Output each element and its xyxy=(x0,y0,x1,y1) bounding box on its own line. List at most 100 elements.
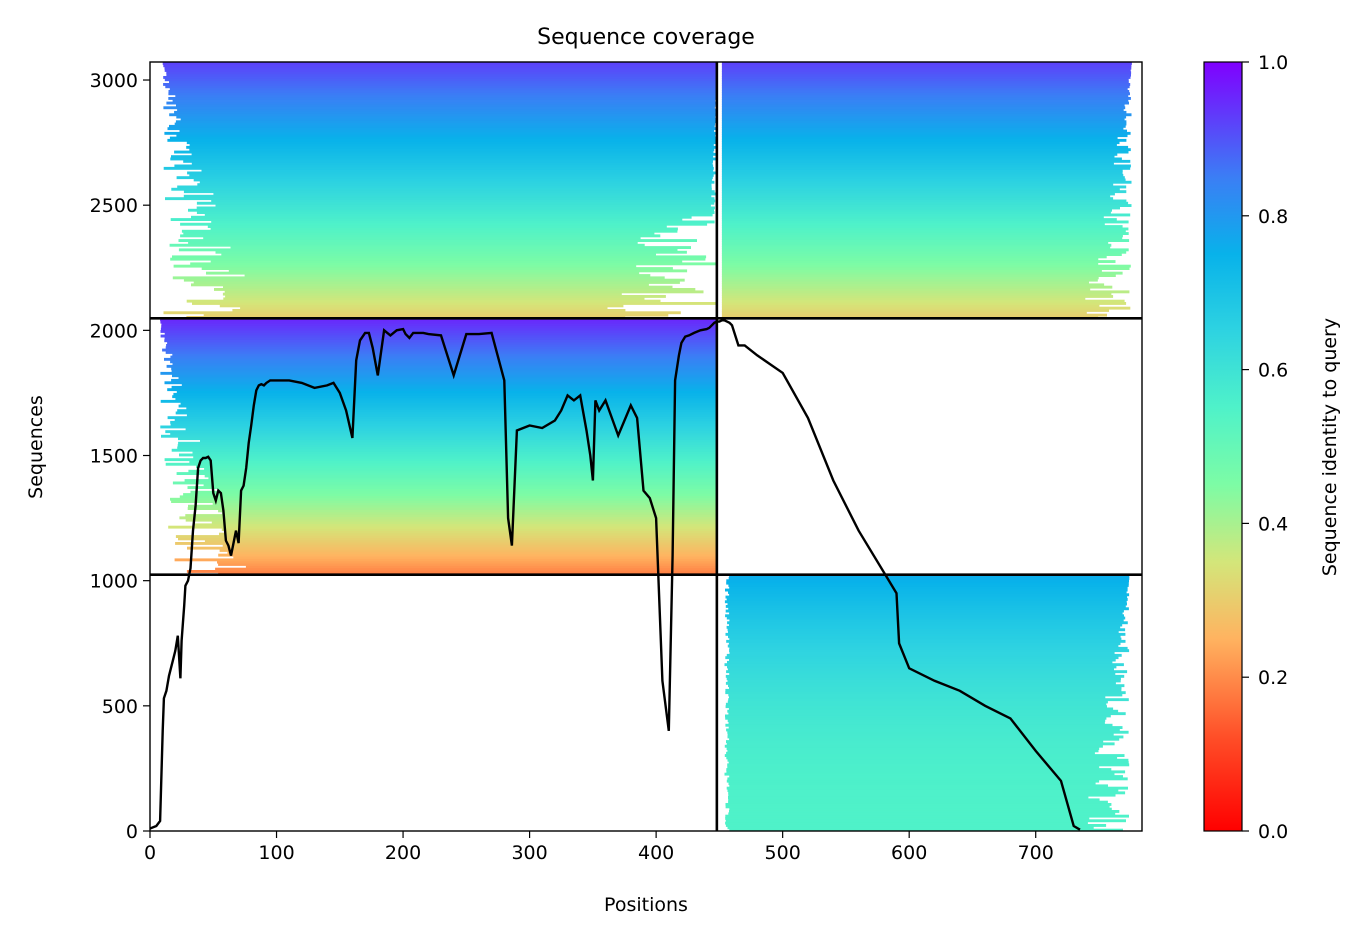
heatmap-row xyxy=(721,269,1102,273)
heatmap-row xyxy=(176,134,716,138)
coverage-line xyxy=(150,319,1081,831)
heatmap-row xyxy=(164,357,717,361)
heatmap-row xyxy=(185,518,717,522)
heatmap-row xyxy=(728,577,1130,580)
heatmap-row xyxy=(232,309,626,312)
heatmap-row xyxy=(727,709,1119,713)
plot-frame xyxy=(149,61,1143,832)
heatmap-row xyxy=(176,103,716,107)
heatmap-row xyxy=(721,271,1123,275)
heatmap-row xyxy=(218,553,717,557)
heatmap-row xyxy=(727,602,1127,606)
x-tick-label: 100 xyxy=(258,842,294,864)
heatmap-row xyxy=(180,234,661,238)
heatmap-row xyxy=(726,786,1128,790)
heatmap-row xyxy=(729,658,1116,662)
heatmap-row xyxy=(160,330,717,333)
heatmap-row xyxy=(728,607,1129,611)
heatmap-row xyxy=(175,94,716,98)
y-tick-label: 1000 xyxy=(90,571,138,593)
heatmap-row xyxy=(170,355,717,359)
heatmap-row xyxy=(728,721,1105,725)
heatmap-row xyxy=(178,239,697,242)
heatmap-row xyxy=(192,302,717,305)
heatmap-row xyxy=(196,465,717,468)
heatmap-row xyxy=(187,507,717,510)
heatmap-row xyxy=(230,246,691,249)
heatmap-row xyxy=(721,306,1131,310)
heatmap-row xyxy=(174,558,717,562)
heatmap-row xyxy=(219,549,717,552)
heatmap-row xyxy=(721,204,1132,207)
heatmap-row xyxy=(188,208,714,212)
heatmap-row xyxy=(186,570,717,573)
heatmap-row xyxy=(721,173,1124,177)
heatmap-row xyxy=(721,292,1112,296)
heatmap-row xyxy=(728,584,1129,587)
heatmap-row xyxy=(175,542,717,545)
heatmap-row xyxy=(727,749,1099,753)
heatmap-row xyxy=(218,509,717,513)
heatmap-row xyxy=(178,404,717,408)
heatmap-row xyxy=(201,169,714,173)
heatmap-row xyxy=(728,796,1089,799)
heatmap-row xyxy=(167,388,717,392)
heatmap-row xyxy=(168,92,716,96)
heatmap-row xyxy=(167,416,717,420)
heatmap-row xyxy=(721,278,1098,282)
heatmap-row xyxy=(211,521,717,524)
heatmap-row xyxy=(728,712,1126,716)
heatmap-row xyxy=(197,183,712,187)
heatmap-row xyxy=(180,402,717,406)
coverage-heatmap xyxy=(160,62,1132,831)
heatmap-row xyxy=(728,726,1123,729)
heatmap-row xyxy=(721,262,1099,266)
heatmap-row xyxy=(170,157,717,161)
heatmap-row xyxy=(219,304,624,308)
heatmap-row xyxy=(215,204,711,207)
heatmap-row xyxy=(725,614,1124,618)
heatmap-row xyxy=(164,66,717,70)
heatmap-row xyxy=(725,821,1088,825)
heatmap-row xyxy=(721,150,1129,154)
heatmap-row xyxy=(729,612,1123,615)
heatmap-row xyxy=(189,143,714,147)
heatmap-row xyxy=(728,793,1116,797)
heatmap-row xyxy=(165,462,717,466)
heatmap-row xyxy=(728,800,1108,804)
heatmap-row xyxy=(211,220,715,224)
heatmap-row xyxy=(191,215,692,219)
block-boundaries xyxy=(150,62,1142,831)
heatmap-row xyxy=(726,616,1126,620)
heatmap-row xyxy=(219,532,717,536)
heatmap-row xyxy=(170,257,706,261)
heatmap-row xyxy=(721,178,1126,182)
heatmap-block xyxy=(162,62,717,319)
heatmap-row xyxy=(721,232,1129,235)
heatmap-row xyxy=(724,772,1115,776)
heatmap-row xyxy=(223,297,645,301)
heatmap-row xyxy=(164,458,717,462)
heatmap-row xyxy=(187,486,717,489)
y-tick-label: 2000 xyxy=(90,320,138,342)
heatmap-row xyxy=(221,253,657,256)
heatmap-row xyxy=(204,213,713,217)
heatmap-row xyxy=(721,222,1105,226)
heatmap-row xyxy=(721,288,1091,291)
heatmap-row xyxy=(171,385,717,389)
heatmap-row xyxy=(183,232,655,235)
x-tick-label: 300 xyxy=(511,842,547,864)
heatmap-row xyxy=(729,695,1106,699)
heatmap-row xyxy=(727,719,1106,722)
heatmap-row xyxy=(725,595,1128,599)
heatmap-row xyxy=(166,364,717,368)
heatmap-row xyxy=(164,339,717,343)
heatmap-row xyxy=(203,236,641,240)
heatmap-row xyxy=(189,148,715,152)
heatmap-row xyxy=(727,758,1129,762)
y-tick-label: 0 xyxy=(126,821,138,843)
heatmap-row xyxy=(727,735,1124,739)
heatmap-row xyxy=(186,141,717,145)
heatmap-row xyxy=(729,618,1124,622)
heatmap-row xyxy=(725,723,1113,727)
